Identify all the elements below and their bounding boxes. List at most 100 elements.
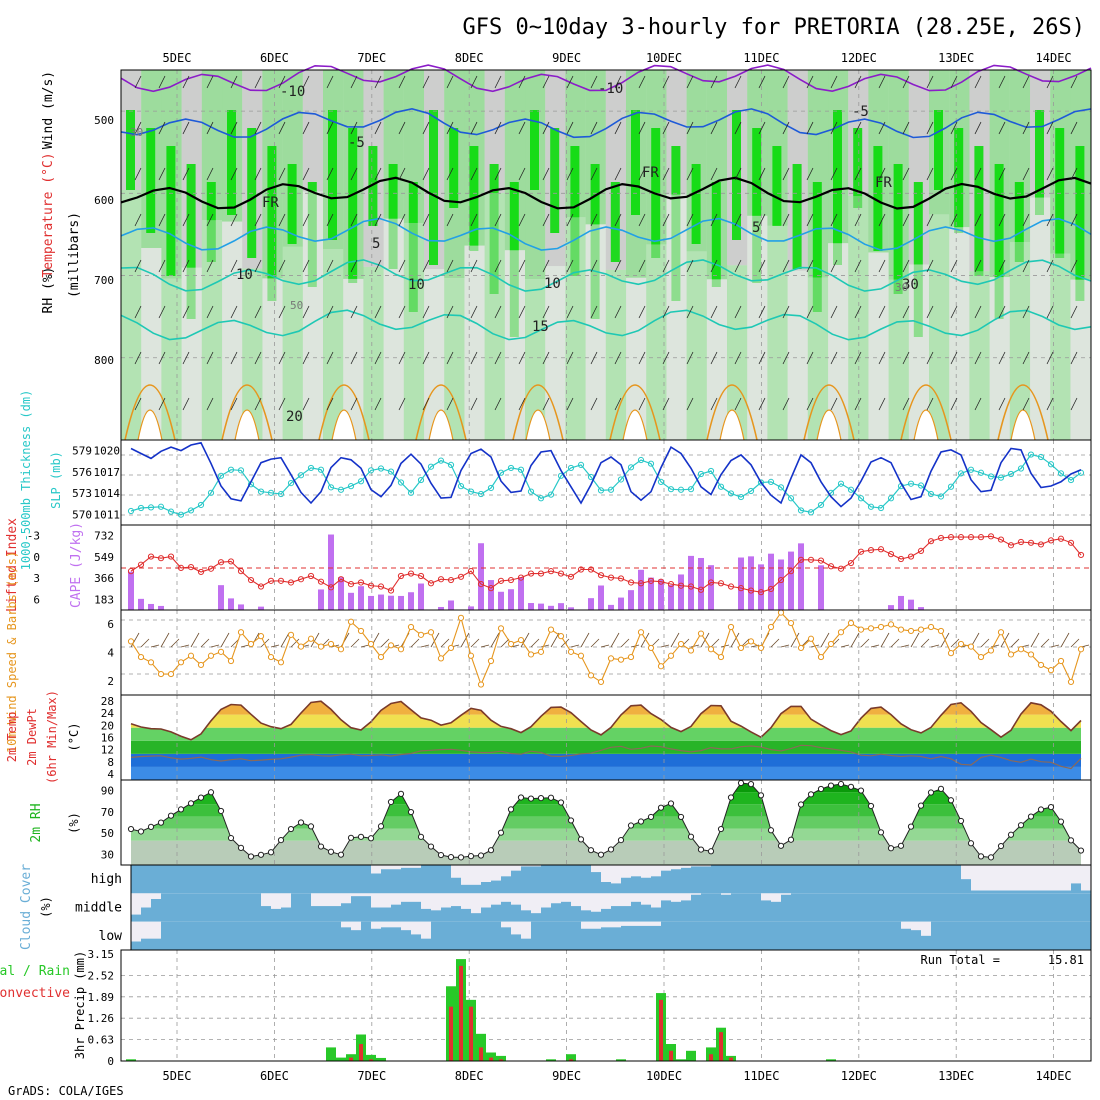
- temperature-axis-label: Temperature (°C): [41, 152, 56, 277]
- wind-barb: [686, 259, 694, 273]
- wind-speed-line-point: [457, 614, 465, 621]
- rh-moist-core: [691, 164, 701, 244]
- cloud-cell: [821, 865, 832, 894]
- rh-line-point: [127, 825, 135, 833]
- temperature-contour-label: -5: [348, 135, 365, 151]
- surface-wind-barb: [1040, 638, 1050, 648]
- rh-lower-band: [848, 196, 869, 440]
- cloud-cell: [681, 867, 692, 894]
- surface-wind-barb: [360, 644, 370, 648]
- cape-bar: [798, 543, 804, 610]
- wind-barb: [614, 351, 622, 365]
- cloud-cell: [251, 865, 262, 894]
- warm-contour: [609, 384, 661, 441]
- rh-line-point: [687, 833, 695, 840]
- cape-bar: [608, 604, 614, 610]
- warm-contour: [900, 384, 952, 441]
- cloud-cell: [771, 901, 782, 922]
- lifted-index-line-point: [877, 546, 885, 553]
- wind-barb: [926, 213, 934, 227]
- top-date-label: 9DEC: [552, 51, 581, 65]
- wind-speed-line-point: [347, 618, 355, 625]
- cape-bar: [648, 577, 654, 610]
- warm-core: [428, 409, 454, 441]
- rh-lower-band: [242, 268, 263, 440]
- thickness-line-point: [987, 473, 995, 480]
- rh-tick: 30: [101, 848, 114, 861]
- cloud-cell-background: [461, 893, 472, 922]
- cloud-cell: [351, 930, 362, 950]
- cloud-cell: [151, 938, 162, 950]
- wind-barb: [230, 305, 238, 319]
- wind-speed-line-point: [827, 640, 835, 648]
- rh-lower-band: [666, 194, 687, 440]
- wind-speed-line-point: [267, 653, 275, 661]
- bottom-date-label: 10DEC: [646, 1069, 682, 1083]
- surface-wind-barb: [1030, 632, 1040, 648]
- wind-barb: [374, 305, 382, 319]
- rh-line-point: [1047, 803, 1055, 811]
- wind-barb: [326, 351, 334, 365]
- wind-barb: [326, 259, 334, 273]
- rh-moist-core: [913, 182, 923, 337]
- lifted-index-line-point: [917, 547, 925, 555]
- wind-barb: [686, 213, 694, 227]
- cloud-cell: [411, 901, 422, 922]
- wind-barb: [566, 397, 574, 411]
- cloud-row-label: low: [99, 929, 123, 944]
- cloud-cell: [601, 908, 612, 922]
- wind-barb: [374, 167, 382, 181]
- dewpoint-line: [130, 744, 1082, 770]
- wind-barb: [470, 259, 478, 273]
- wind-barb: [422, 305, 430, 319]
- cloud-cell: [151, 899, 162, 922]
- rh-moist-core: [853, 128, 863, 208]
- wind-barb: [758, 121, 766, 135]
- lifted-index-line-point: [747, 587, 755, 594]
- lifted-index-line-point: [837, 565, 845, 572]
- wind-barb: [182, 351, 190, 365]
- cloud-cell: [741, 921, 752, 950]
- wind-barb: [206, 213, 214, 227]
- thickness-line-point: [997, 474, 1005, 481]
- cloud-cell-background: [481, 865, 492, 894]
- wind-barb: [278, 351, 286, 365]
- wind-barb: [374, 213, 382, 227]
- lifted-index-line-point: [557, 570, 565, 577]
- wind-barb: [878, 75, 886, 89]
- wind-barb: [1046, 351, 1054, 365]
- temperature-band: [131, 766, 1081, 780]
- cloud-cell: [141, 865, 152, 894]
- precip-tick: 0.63: [88, 1034, 115, 1047]
- wind-barb: [206, 397, 214, 411]
- rh-line-point: [977, 853, 985, 860]
- rain-bar: [486, 1052, 496, 1061]
- rh-moist-core: [166, 146, 176, 276]
- thickness-line-point: [257, 488, 265, 495]
- thickness-line-point: [507, 464, 515, 472]
- convective-bar: [469, 1006, 473, 1061]
- lifted-index-line-point: [627, 579, 635, 586]
- lifted-index-line-point: [667, 580, 675, 588]
- lifted-index-line-point: [257, 583, 265, 590]
- thickness-line-point: [817, 501, 825, 509]
- cloud-cell: [721, 921, 732, 950]
- lifted-index-line-point: [657, 578, 665, 585]
- cloud-cell-background: [1011, 865, 1022, 894]
- temperature-contour: [120, 259, 1092, 292]
- cloud-cell: [381, 907, 392, 922]
- rh-band: [131, 783, 1081, 793]
- wind-barb: [638, 305, 646, 319]
- cloud-cell: [681, 900, 692, 922]
- cloud-cell: [191, 893, 202, 922]
- bottom-date-label: 9DEC: [552, 1069, 581, 1083]
- thickness-line-point: [207, 489, 215, 496]
- wind-barb: [542, 305, 550, 319]
- wind-barb: [134, 167, 142, 181]
- wind-barb: [710, 167, 718, 181]
- rh-lower-band: [282, 246, 303, 440]
- wind-barb: [398, 121, 406, 135]
- wind-barb: [542, 121, 550, 135]
- cloud-cell: [1071, 893, 1082, 922]
- wind-barb: [950, 213, 958, 227]
